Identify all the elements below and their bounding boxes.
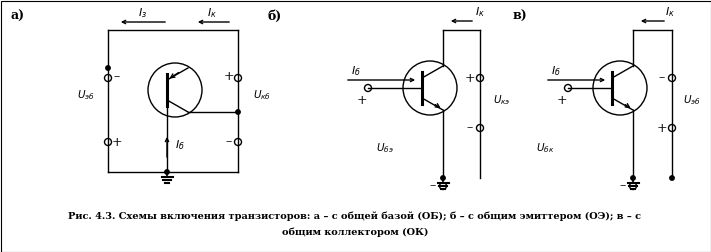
Circle shape xyxy=(441,176,445,180)
Text: $U_{кб}$: $U_{кб}$ xyxy=(253,88,271,102)
Text: общим коллектором (ОК): общим коллектором (ОК) xyxy=(282,227,428,237)
Text: $U_{бк}$: $U_{бк}$ xyxy=(536,141,554,155)
Text: –: – xyxy=(226,136,232,148)
Text: $I_к$: $I_к$ xyxy=(665,5,675,19)
Circle shape xyxy=(106,66,110,70)
Text: $I_к$: $I_к$ xyxy=(475,5,485,19)
Text: $I_к$: $I_к$ xyxy=(207,6,217,20)
Text: $I_з$: $I_з$ xyxy=(139,6,147,20)
Text: –: – xyxy=(467,121,473,135)
Text: $U_{кэ}$: $U_{кэ}$ xyxy=(493,93,510,107)
Text: –: – xyxy=(659,72,665,84)
Text: $I_б$: $I_б$ xyxy=(351,64,361,78)
Circle shape xyxy=(631,176,635,180)
Circle shape xyxy=(236,110,240,114)
Circle shape xyxy=(670,176,674,180)
Text: +: + xyxy=(557,93,567,107)
Text: $I_б$: $I_б$ xyxy=(551,64,561,78)
Text: а): а) xyxy=(11,10,25,22)
Text: –: – xyxy=(430,179,436,193)
Text: $I_б$: $I_б$ xyxy=(175,138,185,152)
Text: +: + xyxy=(224,71,235,83)
Text: +: + xyxy=(112,136,122,148)
Text: +: + xyxy=(357,93,368,107)
Text: –: – xyxy=(620,179,626,193)
Text: Рис. 4.3. Схемы включения транзисторов: а – с общей базой (ОБ); б – с общим эмит: Рис. 4.3. Схемы включения транзисторов: … xyxy=(68,211,641,221)
Text: +: + xyxy=(657,121,668,135)
Text: $U_{эб}$: $U_{эб}$ xyxy=(683,93,701,107)
Text: в): в) xyxy=(513,10,528,22)
Text: $U_{бэ}$: $U_{бэ}$ xyxy=(376,141,394,155)
Circle shape xyxy=(165,170,169,174)
Text: +: + xyxy=(465,72,476,84)
Text: б): б) xyxy=(268,10,282,22)
Text: –: – xyxy=(114,71,120,83)
Text: $U_{эб}$: $U_{эб}$ xyxy=(77,88,95,102)
